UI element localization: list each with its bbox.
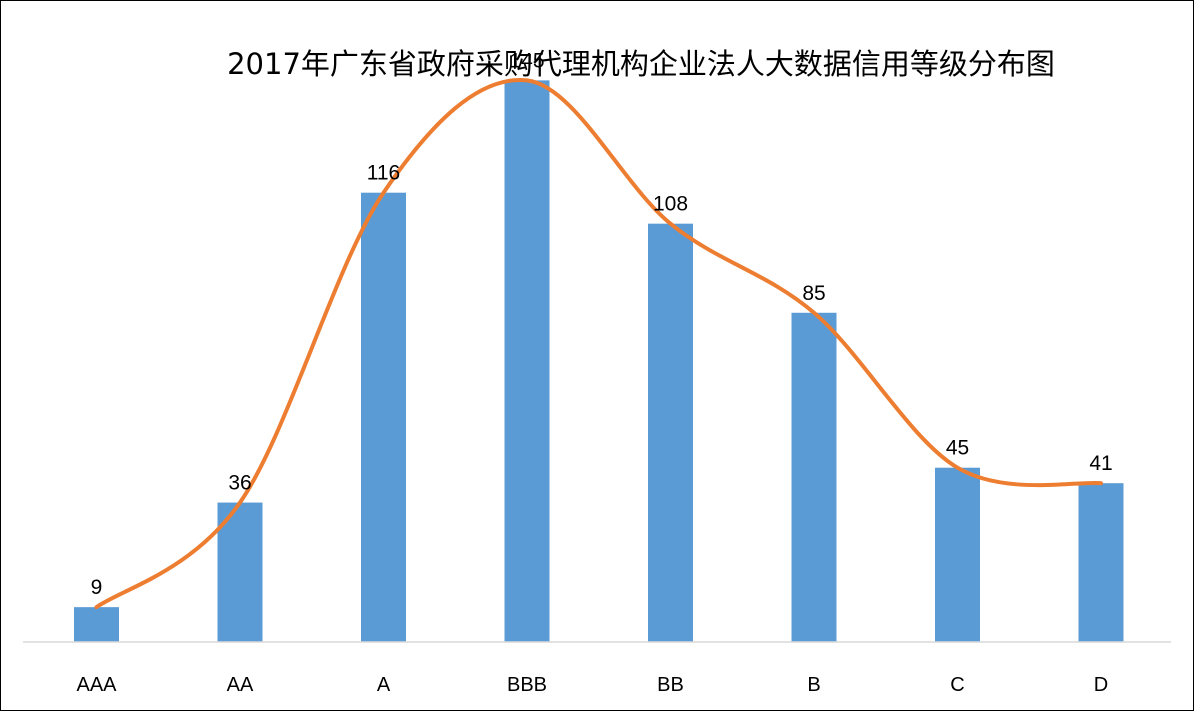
bar-b xyxy=(791,312,837,642)
x-tick-c: C xyxy=(950,674,964,696)
bar-bb xyxy=(648,223,693,642)
x-tick-aaa: AAA xyxy=(76,674,117,696)
x-tick-a: A xyxy=(377,674,391,696)
bar-bbb xyxy=(504,80,550,642)
bar-d xyxy=(1078,483,1124,642)
data-label-b: 85 xyxy=(802,282,825,305)
x-tick-aa: AA xyxy=(227,674,254,696)
x-tick-bb: BB xyxy=(657,674,684,696)
x-tick-labels-group: AAA AA A BBB BB B C D xyxy=(76,674,1108,696)
x-tick-bbb: BBB xyxy=(507,674,547,696)
data-label-bb: 108 xyxy=(653,193,688,216)
bar-aa xyxy=(217,502,263,642)
data-label-aaa: 9 xyxy=(91,576,103,599)
data-label-a: 116 xyxy=(367,162,400,185)
bar-c xyxy=(935,467,980,642)
x-tick-b: B xyxy=(807,674,820,696)
data-labels-group: 9 36 116 145 108 85 45 41 xyxy=(91,49,1113,599)
bars-group xyxy=(74,80,1124,642)
data-label-d: 41 xyxy=(1089,452,1112,475)
trend-line xyxy=(94,78,1103,610)
chart-title: 2017年广东省政府采购代理机构企业法人大数据信用等级分布图 xyxy=(227,47,1055,81)
data-label-c: 45 xyxy=(946,437,969,460)
bar-a xyxy=(361,192,406,642)
data-label-bbb: 145 xyxy=(509,49,544,72)
bar-aaa xyxy=(74,607,119,642)
x-tick-d: D xyxy=(1094,674,1108,696)
data-label-aa: 36 xyxy=(228,472,251,495)
